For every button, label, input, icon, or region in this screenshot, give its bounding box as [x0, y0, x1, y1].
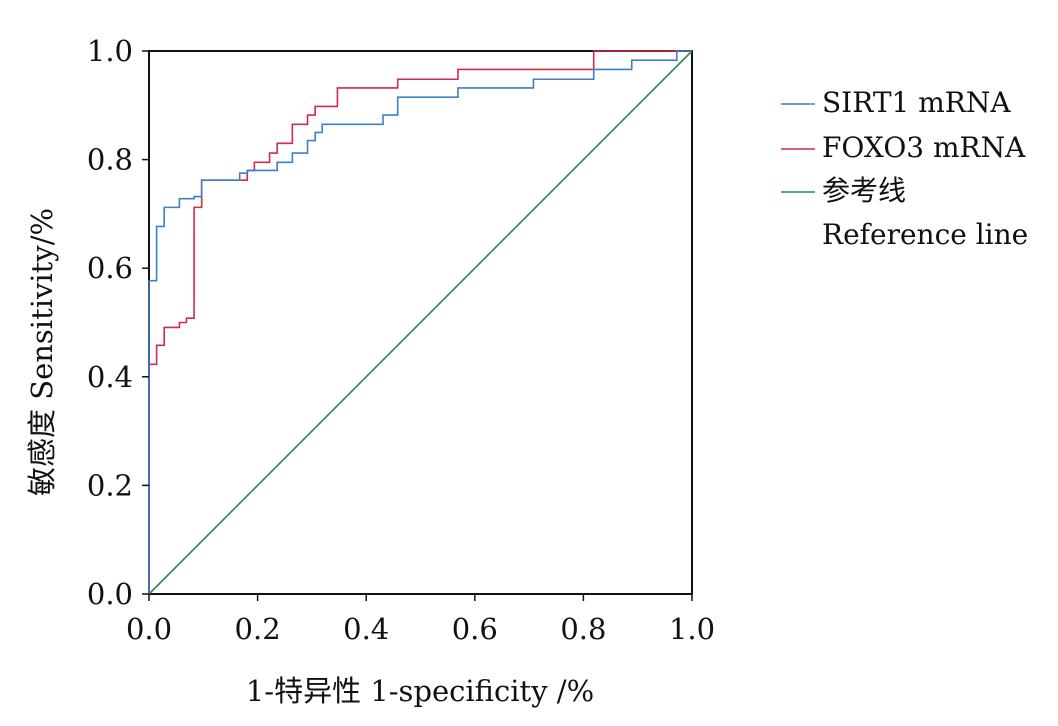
x-tick-label: 0.0: [126, 612, 172, 646]
x-axis-ticks: 0.0 0.2 0.4 0.6 0.8 1.0: [126, 594, 715, 646]
x-tick-label: 0.8: [560, 612, 606, 646]
legend-label-line2: Reference line: [822, 218, 1028, 251]
y-axis-ticks: 0.0 0.2 0.4 0.6 0.8 1.0: [87, 34, 149, 611]
x-tick-label: 0.2: [235, 612, 281, 646]
y-tick-label: 0.4: [87, 360, 133, 394]
x-axis-title: 1-特异性 1-specificity /%: [246, 674, 594, 708]
y-tick-label: 0.6: [87, 251, 133, 285]
x-tick-label: 1.0: [669, 612, 715, 646]
sirt1-mrna-curve: [148, 50, 692, 594]
y-tick-label: 1.0: [87, 34, 133, 68]
y-tick-label: 0.8: [87, 143, 133, 177]
y-tick-label: 0.2: [87, 468, 133, 502]
legend: SIRT1 mRNA FOXO3 mRNA 参考线 Reference line: [781, 86, 1028, 251]
x-tick-label: 0.6: [452, 612, 498, 646]
legend-label: SIRT1 mRNA: [822, 86, 1011, 119]
legend-label: 参考线: [822, 174, 906, 207]
series-layer: [148, 50, 693, 595]
reference-line: [148, 50, 693, 595]
foxo3-mrna-curve: [148, 50, 692, 594]
y-axis-title: 敏感度 Sensitivity/%: [25, 208, 59, 496]
legend-label: FOXO3 mRNA: [822, 131, 1026, 164]
y-tick-label: 0.0: [87, 577, 133, 611]
x-tick-label: 0.4: [343, 612, 389, 646]
